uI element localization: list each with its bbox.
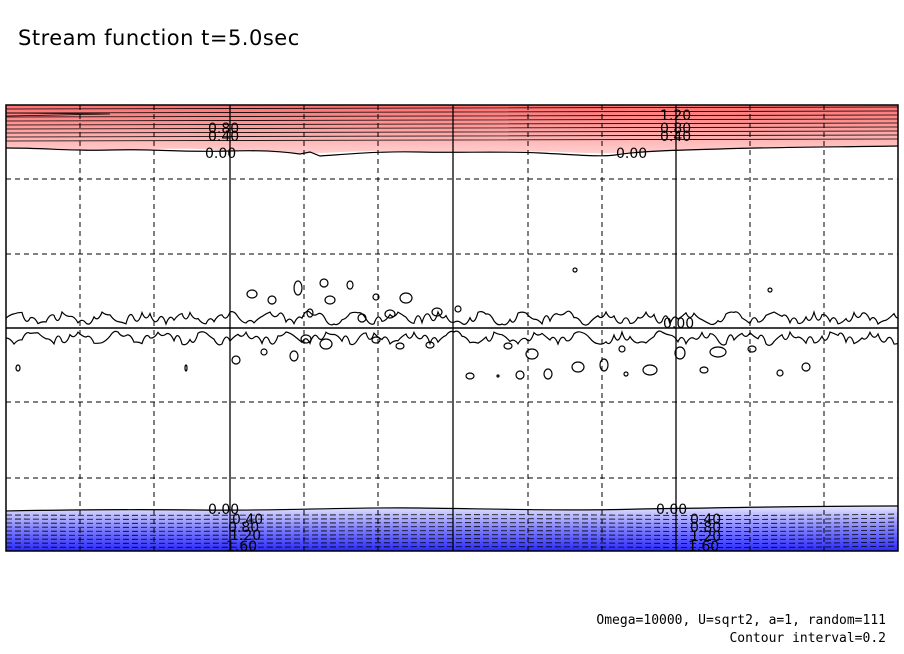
contour-label: 0.80	[660, 121, 691, 137]
contour-line-positive	[6, 134, 898, 138]
contour-label: 1.20	[690, 529, 721, 545]
bottom-negative-band	[6, 506, 898, 551]
contour-blob	[642, 364, 658, 376]
contour-blob	[395, 342, 405, 350]
contour-blob	[431, 307, 443, 317]
contour-labels: 1.200.800.40 0.800.400.00 0.000.000.00 0.00…	[205, 108, 721, 555]
contour-blob	[496, 374, 500, 378]
parameters-note: Omega=10000, U=sqrt2, a=1, random=111	[596, 613, 886, 628]
contour-interval-note: Contour interval=0.2	[729, 631, 886, 646]
contour-blob	[384, 309, 396, 319]
contour-line-positive	[6, 138, 898, 142]
contour-blob	[599, 358, 609, 372]
contour-line-positive	[6, 118, 898, 122]
contour-blob	[709, 346, 727, 358]
contour-blob	[454, 305, 462, 313]
contour-blob	[674, 346, 686, 360]
contour-label: 0.80	[690, 520, 721, 536]
contour-line-zero	[6, 145, 898, 157]
contour-blob	[15, 364, 21, 372]
contour-blob	[260, 348, 268, 356]
contour-line-negative	[6, 533, 898, 536]
contour-blob	[525, 348, 539, 360]
contour-line-positive	[6, 130, 898, 134]
contour-blob	[319, 278, 329, 288]
contour-line-negative	[6, 537, 898, 540]
contour-blob	[399, 292, 413, 304]
contour-blob	[623, 371, 629, 377]
contour-label: 0.40	[660, 129, 691, 145]
contour-blob	[293, 280, 303, 296]
contour-line-negative	[6, 517, 898, 520]
contour-blob	[465, 372, 475, 380]
contour-label: 0.40	[232, 512, 263, 528]
contour-label: 0.00	[208, 502, 239, 518]
contour-line-negative	[6, 521, 898, 524]
contour-line-positive	[6, 106, 898, 110]
contour-line-positive	[6, 126, 898, 130]
contour-line-positive	[6, 122, 898, 126]
contour-line-negative	[6, 545, 898, 548]
contour-label: 0.40	[690, 512, 721, 528]
grid-lines	[6, 105, 898, 551]
contour-label: 1.20	[660, 108, 691, 124]
contour-blob	[572, 267, 578, 273]
contour-blob	[267, 295, 277, 305]
contour-line-zero	[6, 329, 898, 346]
contour-line-negative	[6, 525, 898, 528]
contour-label: 0.00	[205, 146, 236, 162]
contour-blob	[425, 341, 435, 349]
top-positive-band	[6, 105, 898, 154]
contour-blob	[184, 364, 188, 372]
contour-line-positive	[6, 112, 111, 117]
contour-blob	[618, 345, 626, 353]
contour-blob	[231, 355, 241, 365]
contour-blob	[289, 350, 299, 362]
contour-blob	[300, 334, 312, 344]
contour-label: 1.20	[230, 528, 261, 544]
contour-label: 0.80	[228, 520, 259, 536]
plot-frame	[5, 104, 899, 552]
contour-line-zero	[6, 309, 898, 326]
contour-blob	[515, 370, 525, 380]
contour-blob	[767, 287, 773, 293]
chart-title: Stream function t=5.0sec	[18, 26, 300, 50]
contour-label: 0.80	[208, 121, 239, 137]
contour-blob	[371, 336, 381, 344]
contour-blob	[372, 293, 380, 301]
contour-label: 0.40	[208, 129, 239, 145]
contour-line-zero	[6, 505, 898, 512]
contour-blob	[543, 368, 553, 380]
contour-blob	[319, 338, 333, 350]
contour-line-negative	[6, 513, 898, 516]
contour-blob	[324, 295, 336, 305]
contour-blob	[571, 361, 585, 373]
contour-line-positive	[6, 114, 898, 118]
contour-blob	[503, 342, 513, 350]
contour-blob	[699, 366, 709, 374]
contour-blob	[306, 308, 314, 318]
contour-blob	[801, 362, 811, 372]
contour-lines	[6, 106, 898, 548]
contour-line-negative	[6, 529, 898, 532]
contour-label: 1.60	[688, 539, 719, 555]
contour-blob	[747, 345, 757, 353]
contour-label: 0.00	[616, 146, 647, 162]
contour-label: 0.00	[663, 316, 694, 332]
contour-line-positive	[6, 110, 898, 114]
contour-blob	[346, 280, 354, 290]
contour-label: 0.00	[656, 502, 687, 518]
contour-blob	[776, 369, 784, 377]
contour-line-negative	[6, 541, 898, 544]
contour-label: 1.60	[226, 539, 257, 555]
contour-blob	[246, 289, 258, 299]
contour-blob	[357, 313, 367, 323]
